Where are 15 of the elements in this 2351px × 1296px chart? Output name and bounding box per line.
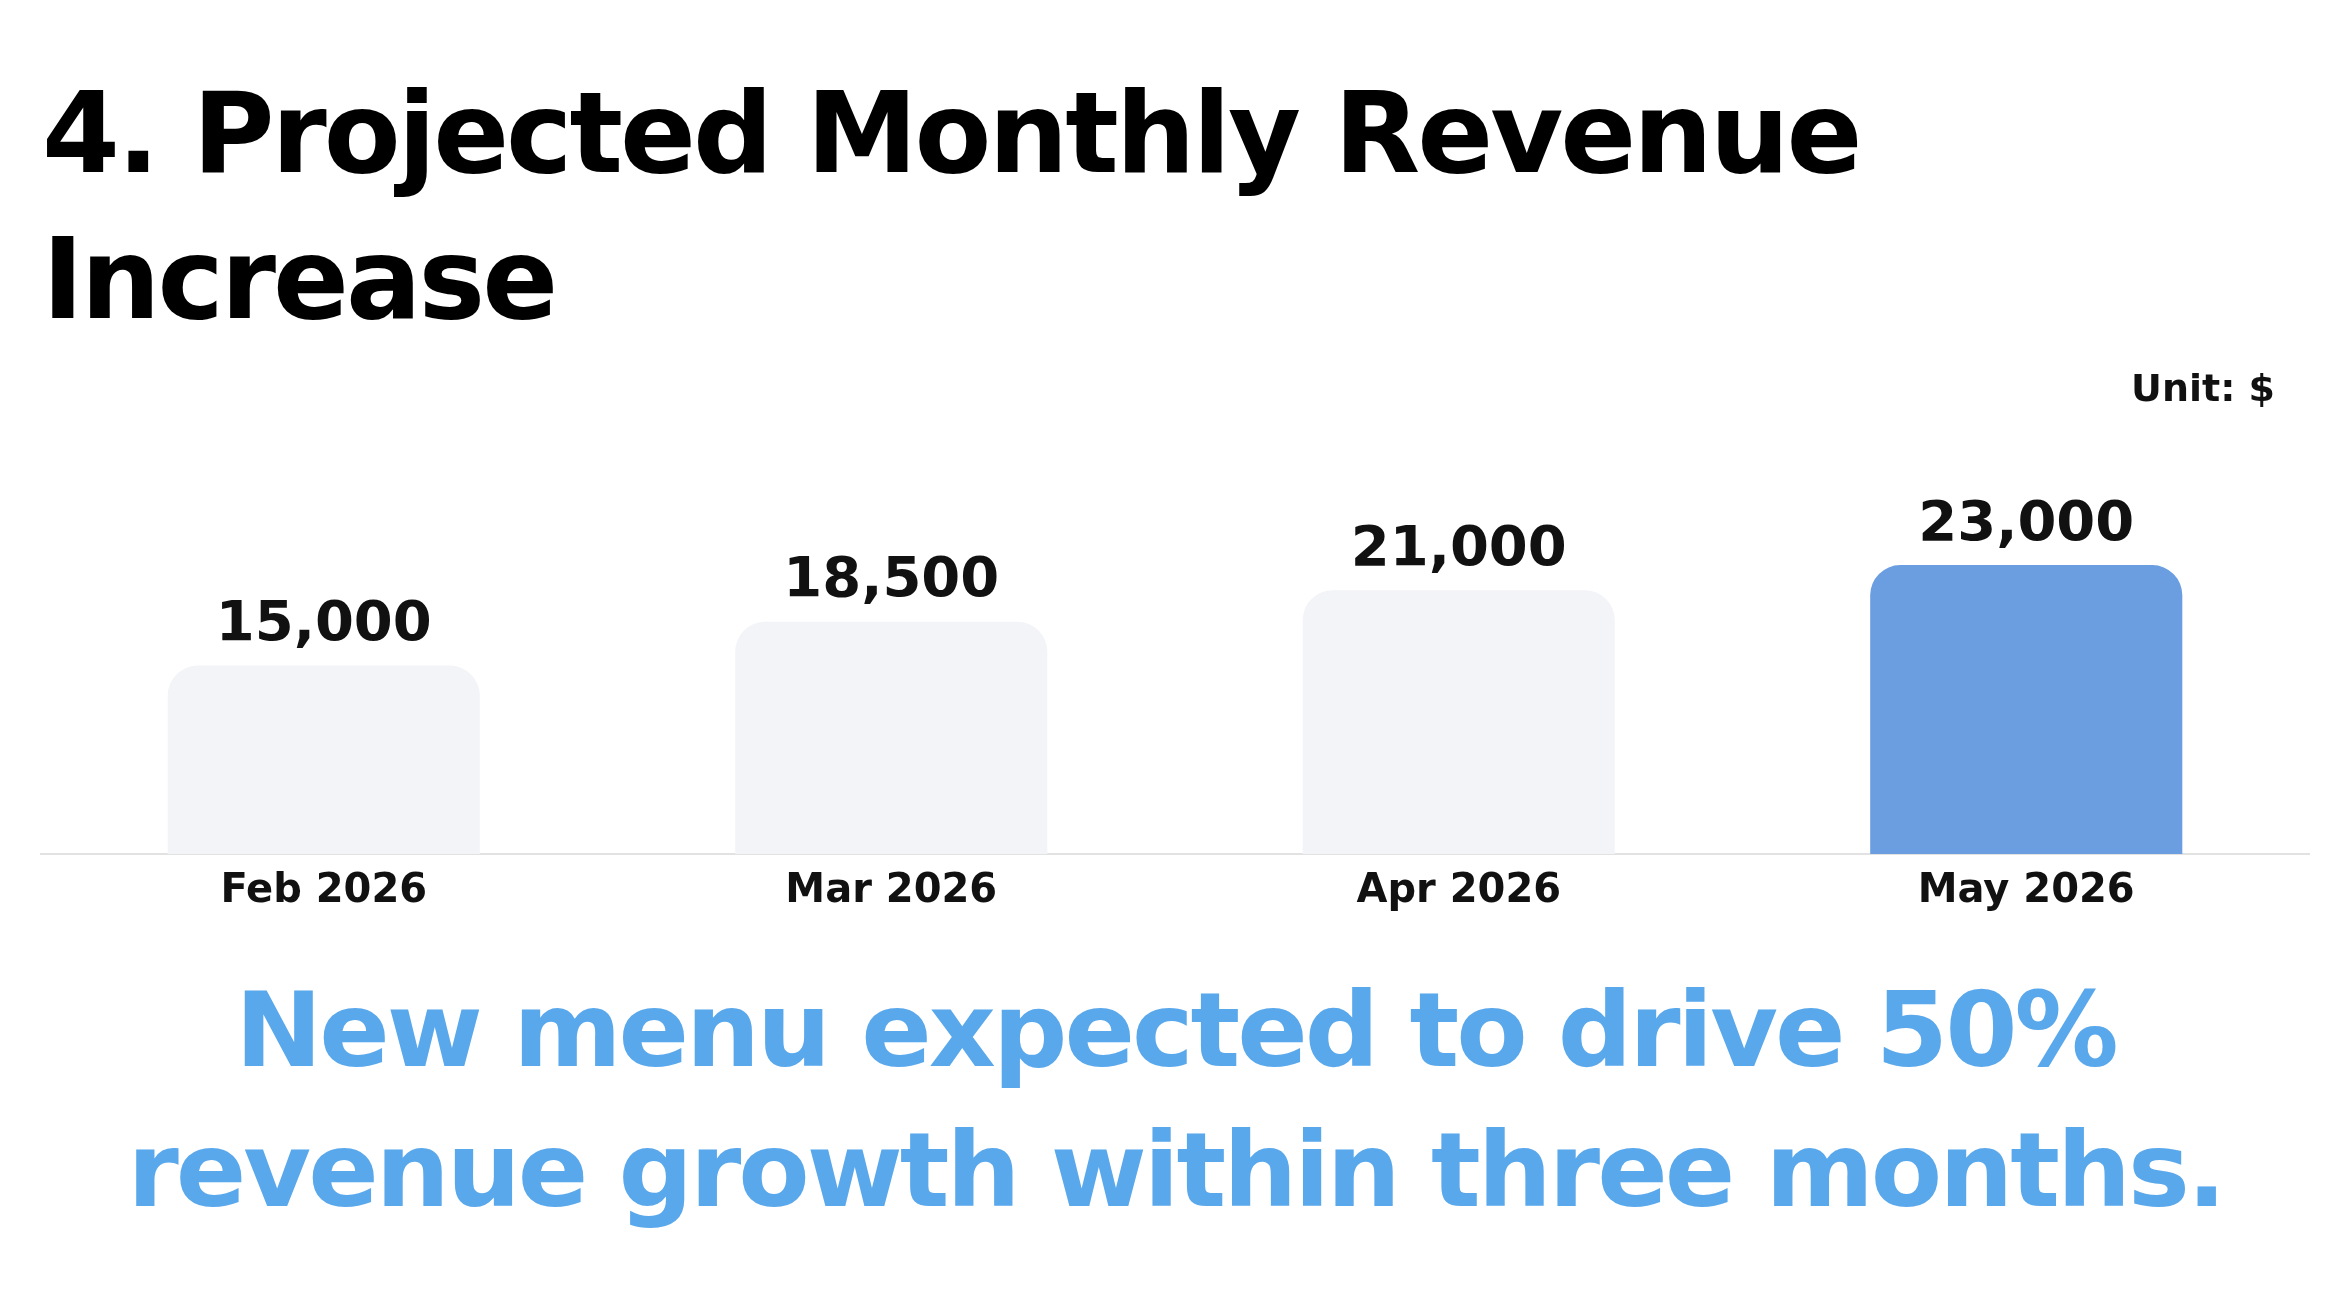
- bar: [1302, 590, 1615, 854]
- x-tick-label: Feb 2026: [220, 865, 428, 912]
- data-label: 23,000: [1918, 487, 2135, 553]
- data-label: 18,500: [783, 544, 1000, 610]
- bar: [735, 621, 1048, 854]
- text: New menu expected to drive 50% revenue growth within three months.: [126, 968, 2225, 1233]
- x-tick-label: Mar 2026: [785, 865, 998, 912]
- x-tick-label: Apr 2026: [1356, 865, 1562, 912]
- data-label: 15,000: [215, 588, 432, 654]
- text: Unit: $: [2131, 366, 2275, 410]
- chart-title: 4. Projected Monthly Revenue Increase: [42, 67, 1861, 346]
- bar: [167, 665, 480, 854]
- data-label: 21,000: [1350, 512, 1567, 578]
- bar: [1870, 565, 2183, 854]
- x-tick-label: May 2026: [1917, 865, 2135, 912]
